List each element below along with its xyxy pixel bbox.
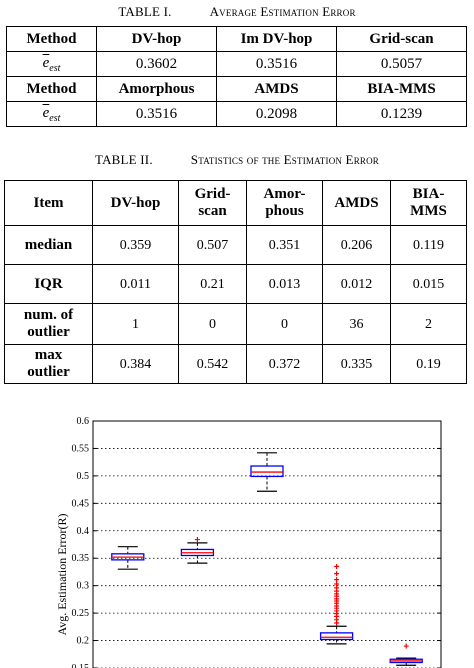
table-row: Method DV-hop Im DV-hop Grid-scan — [6, 26, 467, 52]
table-cell: Grid-scan — [178, 180, 247, 226]
table-cell: AMDS — [322, 180, 391, 226]
table-cell: DV-hop — [92, 180, 179, 226]
table1-caption: TABLE I. Average Estimation Error — [0, 4, 474, 20]
table-cell: Grid-scan — [336, 26, 467, 52]
box-iqr — [250, 465, 284, 478]
box-plot: 0.15 0.2 0.25 0.3 0.35 0.4 0.45 0.5 0.55 0.6 Avg. … — [55, 416, 442, 668]
table-cell: Method — [6, 76, 97, 102]
table-cell: 0.21 — [178, 264, 247, 304]
table-cell: Item — [4, 180, 93, 226]
table2-caption: TABLE II. Statistics of the Estimation Er… — [0, 152, 474, 168]
table-row: Method Amorphous AMDS BIA-MMS — [6, 76, 467, 102]
table-cell: 0.012 — [322, 264, 391, 304]
table-cell: 0.359 — [92, 225, 179, 265]
table-cell: 0.2098 — [216, 101, 337, 127]
plot-frame — [92, 420, 442, 668]
table2-caption-title: Statistics of the Estimation Error — [190, 152, 379, 167]
estimation-error-statistics-table: Item DV-hop Grid-scan Amor-phous AMDS BIA- MMS… — [4, 180, 467, 384]
outlier-point — [334, 577, 340, 583]
table1-caption-title: Average Estimation Error — [209, 4, 356, 19]
table-cell: Method — [6, 26, 97, 52]
table2-caption-num: TABLE II. — [94, 152, 153, 167]
table-cell: 0.19 — [390, 344, 467, 384]
outlier-point — [334, 581, 340, 587]
table-cell: 0.335 — [322, 344, 391, 384]
table-cell: Amorphous — [96, 76, 217, 102]
y-tick-label: 0.55 — [72, 443, 90, 454]
table-cell: 0.3516 — [216, 51, 337, 77]
table-cell: 36 — [322, 303, 391, 345]
y-tick-label: 0.25 — [72, 608, 90, 619]
table-cell: 0.384 — [92, 344, 179, 384]
box-iqr — [319, 632, 354, 641]
outlier-point — [334, 571, 340, 577]
table-row: num. of outlier 1 0 0 36 2 — [4, 303, 467, 345]
e-est-symbol: eest — [6, 101, 97, 127]
table-cell: 0.507 — [178, 225, 247, 265]
table-cell: 0 — [246, 303, 323, 345]
y-tick-label: 0.5 — [77, 471, 90, 482]
table-cell: max outlier — [4, 344, 93, 384]
y-tick-label: 0.4 — [77, 526, 90, 537]
y-tick-label: 0.6 — [77, 416, 90, 427]
average-estimation-error-table: Method DV-hop Im DV-hop Grid-scan eest 0… — [6, 26, 467, 127]
table-cell: BIA-MMS — [336, 76, 467, 102]
table-row: eest 0.3516 0.2098 0.1239 — [6, 101, 467, 127]
table-cell: num. of outlier — [4, 303, 93, 345]
table-cell: 1 — [92, 303, 179, 345]
table-cell: 0.206 — [322, 225, 391, 265]
table-cell: median — [4, 225, 93, 265]
table-cell: Amor-phous — [246, 180, 323, 226]
table-cell: IQR — [4, 264, 93, 304]
table-cell: 0.351 — [246, 225, 323, 265]
table-row: median 0.359 0.507 0.351 0.206 0.119 — [4, 225, 467, 265]
outlier-point — [403, 643, 409, 649]
table-cell: 2 — [390, 303, 467, 345]
y-axis-label: Avg. Estimation Error(R) — [55, 513, 69, 635]
y-tick-label: 0.15 — [72, 663, 90, 668]
y-tick-label: 0.35 — [72, 553, 90, 564]
outlier-point — [194, 537, 200, 543]
table-row: eest 0.3602 0.3516 0.5057 — [6, 51, 467, 77]
table-cell: BIA-MMS — [390, 180, 467, 226]
y-tick-label: 0.2 — [77, 636, 90, 647]
table-cell: 0.1239 — [336, 101, 467, 127]
table-cell: 0.542 — [178, 344, 247, 384]
table-cell: 0.3602 — [96, 51, 217, 77]
table1-caption-num: TABLE I. — [118, 4, 172, 19]
table-cell: AMDS — [216, 76, 337, 102]
outlier-point — [334, 563, 340, 569]
y-tick-label: 0.45 — [72, 498, 90, 509]
table-cell: 0.119 — [390, 225, 467, 265]
table-cell: 0.013 — [246, 264, 323, 304]
table-cell: 0.5057 — [336, 51, 467, 77]
table-cell: Im DV-hop — [216, 26, 337, 52]
table-cell: 0.011 — [92, 264, 179, 304]
table-cell: DV-hop — [96, 26, 217, 52]
table-cell: 0 — [178, 303, 247, 345]
table-cell: 0.372 — [246, 344, 323, 384]
table-header-row: Item DV-hop Grid-scan Amor-phous AMDS BIA- MMS — [4, 180, 467, 226]
y-tick-label: 0.3 — [77, 581, 90, 592]
table-cell: 0.015 — [390, 264, 467, 304]
table-cell: 0.3516 — [96, 101, 217, 127]
table-row: IQR 0.011 0.21 0.013 0.012 0.015 — [4, 264, 467, 304]
e-est-symbol: eest — [6, 51, 97, 77]
table-row: max outlier 0.384 0.542 0.372 0.335 0.19 — [4, 344, 467, 384]
